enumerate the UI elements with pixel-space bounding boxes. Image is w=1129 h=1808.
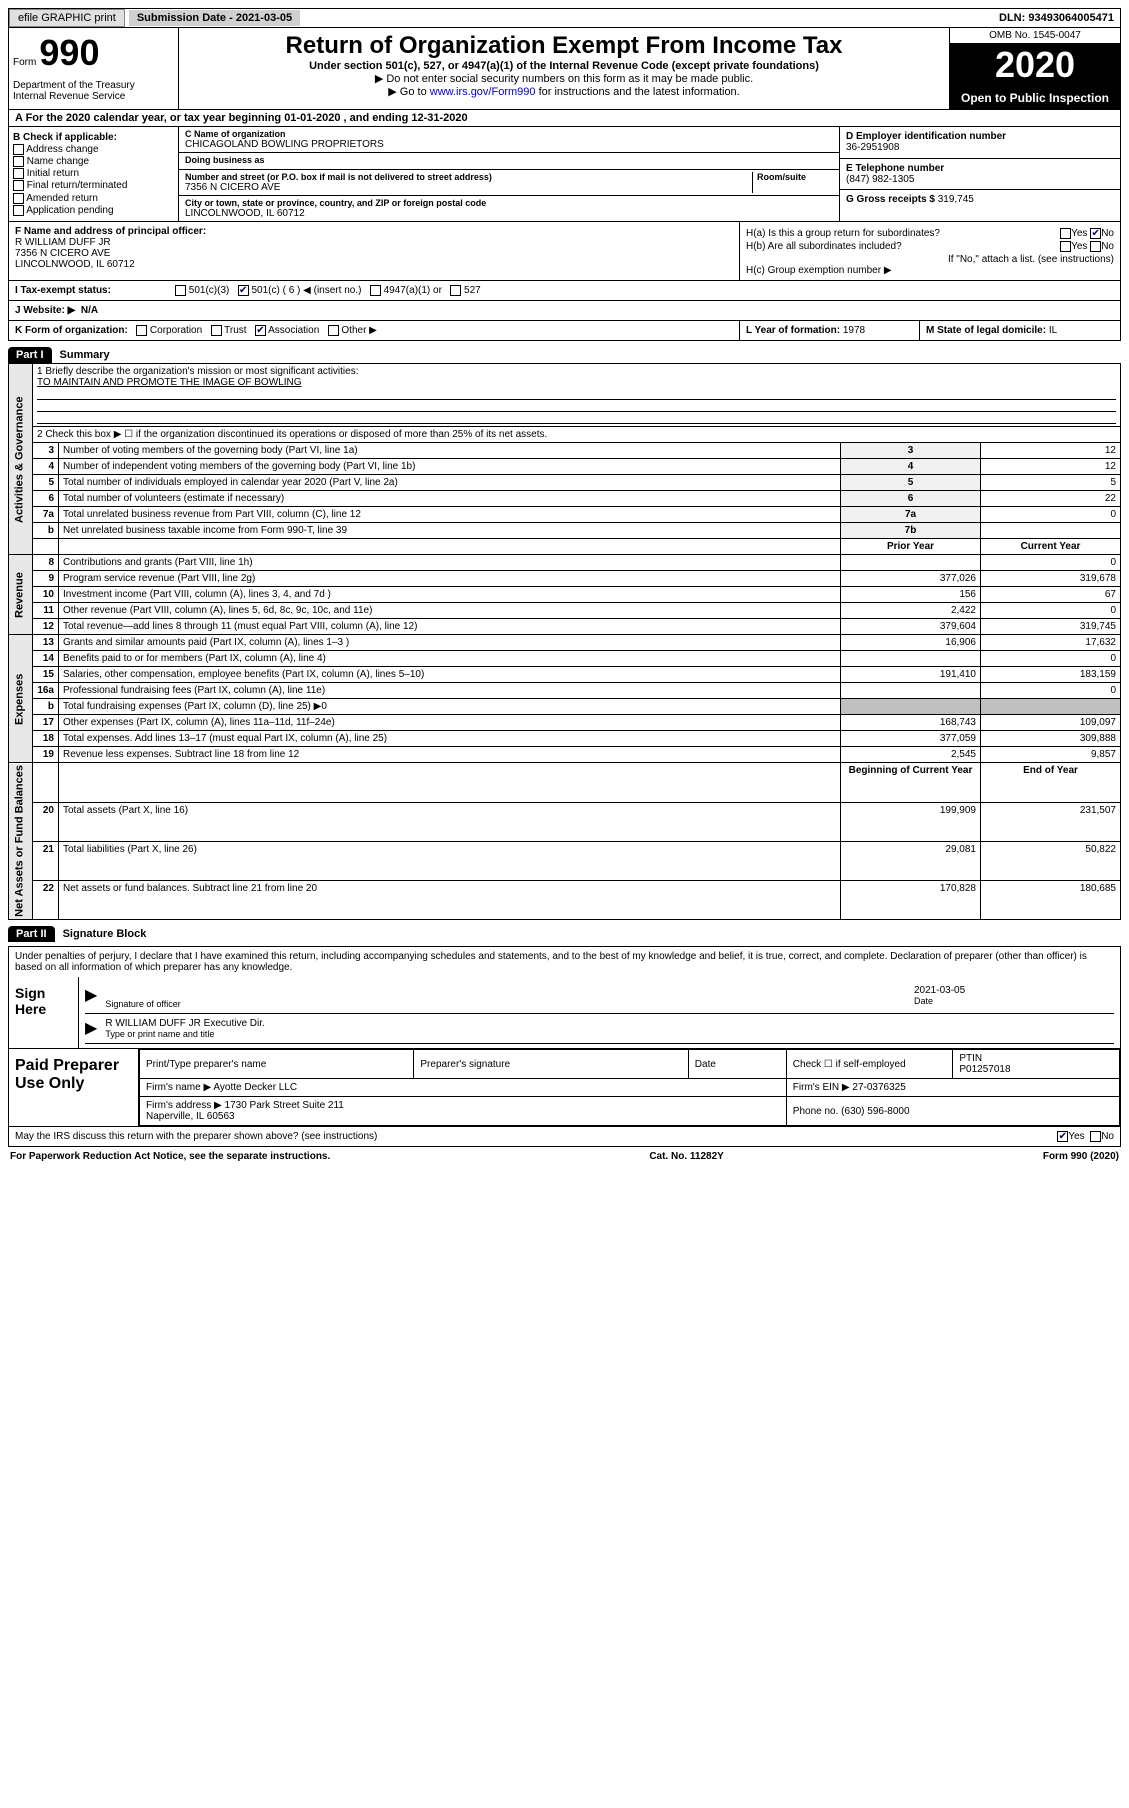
table-row: 11Other revenue (Part VIII, column (A), … <box>9 603 1121 619</box>
table-row: 3Number of voting members of the governi… <box>9 443 1121 459</box>
room-label: Room/suite <box>757 172 833 182</box>
table-row: bNet unrelated business taxable income f… <box>9 523 1121 539</box>
paid-preparer-label: Paid Preparer Use Only <box>9 1049 139 1126</box>
table-row: 17Other expenses (Part IX, column (A), l… <box>9 715 1121 731</box>
arrow-icon: ▶ <box>85 1018 97 1039</box>
street-value: 7356 N CICERO AVE <box>185 182 748 193</box>
website-row: J Website: ▶ N/A <box>8 301 1121 321</box>
table-row: 20Total assets (Part X, line 16)199,9092… <box>9 802 1121 841</box>
phone-label: E Telephone number <box>846 163 1114 174</box>
check-name-change[interactable]: Name change <box>13 156 174 167</box>
table-row: 12Total revenue—add lines 8 through 11 (… <box>9 619 1121 635</box>
entity-info: C Name of organization CHICAGOLAND BOWLI… <box>179 127 840 221</box>
omb-number: OMB No. 1545-0047 <box>950 28 1120 44</box>
table-row: 18Total expenses. Add lines 13–17 (must … <box>9 731 1121 747</box>
check-if-applicable: B Check if applicable: Address change Na… <box>9 127 179 221</box>
check-amended-return[interactable]: Amended return <box>13 193 174 204</box>
form-header: Form 990 Department of the Treasury Inte… <box>8 28 1121 110</box>
dba-label: Doing business as <box>185 155 833 165</box>
open-to-public: Open to Public Inspection <box>950 87 1120 109</box>
line2: 2 Check this box ▶ ☐ if the organization… <box>33 427 1121 443</box>
table-row: 9Program service revenue (Part VIII, lin… <box>9 571 1121 587</box>
entity-row: B Check if applicable: Address change Na… <box>8 127 1121 222</box>
table-row: bTotal fundraising expenses (Part IX, co… <box>9 699 1121 715</box>
part1-header: Part ISummary <box>8 341 1121 363</box>
table-row: 4Number of independent voting members of… <box>9 459 1121 475</box>
form-number-box: Form 990 Department of the Treasury Inte… <box>9 28 179 109</box>
ein-label: D Employer identification number <box>846 131 1114 142</box>
org-name-label: C Name of organization <box>185 129 833 139</box>
ein-value: 36-2951908 <box>846 142 1114 153</box>
efile-print-button[interactable]: efile GRAPHIC print <box>9 9 125 27</box>
preparer-table: Print/Type preparer's name Preparer's si… <box>139 1049 1120 1126</box>
submission-date: Submission Date - 2021-03-05 <box>129 10 300 26</box>
year-box: OMB No. 1545-0047 2020 Open to Public In… <box>950 28 1120 109</box>
tax-period: A For the 2020 calendar year, or tax yea… <box>8 110 1121 127</box>
dept-treasury: Department of the Treasury Internal Reve… <box>13 80 174 102</box>
form-title-box: Return of Organization Exempt From Incom… <box>179 28 950 109</box>
check-address-change[interactable]: Address change <box>13 144 174 155</box>
top-toolbar: efile GRAPHIC print Submission Date - 20… <box>8 8 1121 28</box>
table-row: 21Total liabilities (Part X, line 26)29,… <box>9 841 1121 880</box>
page-footer: For Paperwork Reduction Act Notice, see … <box>8 1147 1121 1166</box>
form-number: 990 <box>39 32 99 73</box>
officer-row: F Name and address of principal officer:… <box>8 222 1121 281</box>
table-row: 15Salaries, other compensation, employee… <box>9 667 1121 683</box>
table-row: 16aProfessional fundraising fees (Part I… <box>9 683 1121 699</box>
gross-value: 319,745 <box>938 194 974 205</box>
form-subtitle-2: ▶ Do not enter social security numbers o… <box>183 72 945 85</box>
year-headers: Prior YearCurrent Year <box>9 539 1121 555</box>
side-governance: Activities & Governance <box>9 364 33 555</box>
org-name: CHICAGOLAND BOWLING PROPRIETORS <box>185 139 833 150</box>
form-of-org-row: K Form of organization: Corporation Trus… <box>8 321 1121 341</box>
h-section: H(a) Is this a group return for subordin… <box>740 222 1120 280</box>
part2-header: Part IISignature Block <box>8 920 1121 942</box>
form-word: Form <box>13 57 36 68</box>
signature-block: Under penalties of perjury, I declare th… <box>8 946 1121 1147</box>
table-row: 10Investment income (Part VIII, column (… <box>9 587 1121 603</box>
form-subtitle-3: ▶ Go to www.irs.gov/Form990 for instruct… <box>183 85 945 98</box>
summary-table: Activities & Governance 1 Briefly descri… <box>8 363 1121 920</box>
table-row: 5Total number of individuals employed in… <box>9 475 1121 491</box>
side-revenue: Revenue <box>9 555 33 635</box>
side-expenses: Expenses <box>9 635 33 763</box>
tax-year: 2020 <box>950 44 1120 87</box>
principal-officer: F Name and address of principal officer:… <box>9 222 740 280</box>
gross-label: G Gross receipts $ <box>846 194 935 205</box>
dln: DLN: 93493064005471 <box>993 10 1120 26</box>
table-row: 19Revenue less expenses. Subtract line 1… <box>9 747 1121 763</box>
discuss-row: May the IRS discuss this return with the… <box>9 1126 1120 1146</box>
table-row: 14Benefits paid to or for members (Part … <box>9 651 1121 667</box>
form990-link[interactable]: www.irs.gov/Form990 <box>430 86 536 98</box>
sign-here-label: Sign Here <box>9 977 79 1048</box>
mission-cell: 1 Briefly describe the organization's mi… <box>33 364 1121 427</box>
street-label: Number and street (or P.O. box if mail i… <box>185 172 748 182</box>
phone-value: (847) 982-1305 <box>846 174 1114 185</box>
check-initial-return[interactable]: Initial return <box>13 168 174 179</box>
arrow-icon: ▶ <box>85 985 97 1009</box>
city-label: City or town, state or province, country… <box>185 198 833 208</box>
form-title: Return of Organization Exempt From Incom… <box>183 32 945 60</box>
form-subtitle-1: Under section 501(c), 527, or 4947(a)(1)… <box>183 60 945 72</box>
city-value: LINCOLNWOOD, IL 60712 <box>185 208 833 219</box>
side-netassets: Net Assets or Fund Balances <box>9 763 33 920</box>
right-info: D Employer identification number 36-2951… <box>840 127 1120 221</box>
check-final-return[interactable]: Final return/terminated <box>13 180 174 191</box>
declaration-text: Under penalties of perjury, I declare th… <box>9 947 1120 977</box>
table-row: 7aTotal unrelated business revenue from … <box>9 507 1121 523</box>
table-row: 6Total number of volunteers (estimate if… <box>9 491 1121 507</box>
tax-exempt-status: I Tax-exempt status: 501(c)(3) 501(c) ( … <box>8 281 1121 301</box>
table-row: 22Net assets or fund balances. Subtract … <box>9 881 1121 920</box>
check-application-pending[interactable]: Application pending <box>13 205 174 216</box>
